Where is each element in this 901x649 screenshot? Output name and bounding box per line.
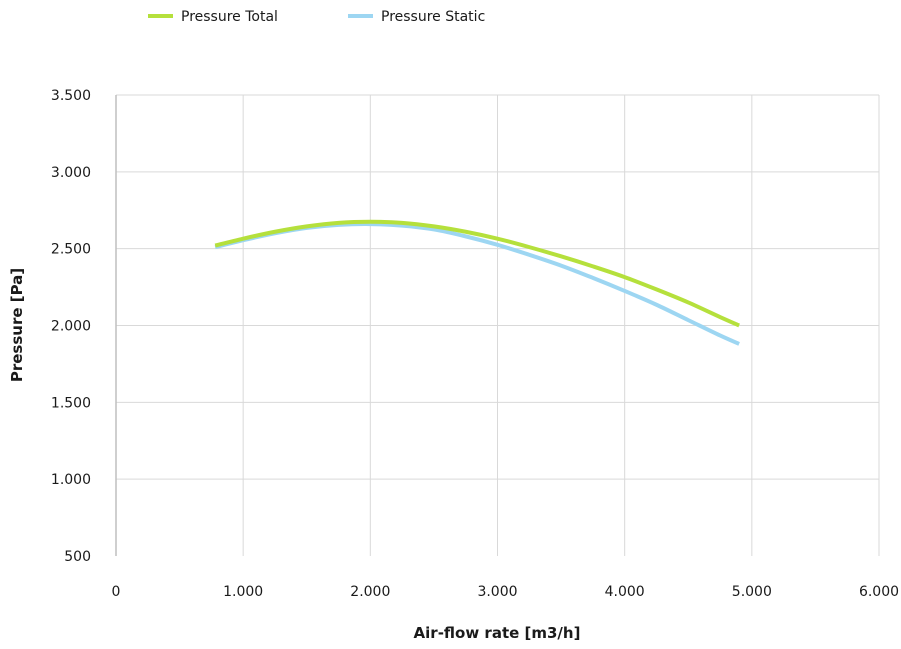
- legend-item-pressure-total: Pressure Total: [148, 9, 278, 25]
- y-tick-label: 3.500: [51, 88, 91, 104]
- x-tick-label: 5.000: [732, 584, 772, 600]
- x-tick-label: 0: [112, 584, 121, 600]
- y-tick-label: 2.500: [51, 242, 91, 258]
- legend-label: Pressure Static: [381, 9, 485, 25]
- y-tick-label: 500: [64, 549, 91, 565]
- x-tick-label: 1.000: [223, 584, 263, 600]
- y-tick-label: 1.000: [51, 472, 91, 488]
- x-tick-label: 3.000: [477, 584, 517, 600]
- legend: Pressure Total Pressure Static: [148, 9, 485, 25]
- y-axis-ticks: 500 1.000 1.500 2.000 2.500 3.000 3.500: [51, 88, 91, 565]
- x-tick-label: 6.000: [859, 584, 899, 600]
- legend-item-pressure-static: Pressure Static: [348, 9, 485, 25]
- y-tick-label: 1.500: [51, 395, 91, 411]
- legend-label: Pressure Total: [181, 9, 278, 25]
- grid: [116, 94, 880, 556]
- x-axis-title: Air-flow rate [m3/h]: [414, 624, 581, 642]
- x-tick-label: 2.000: [350, 584, 390, 600]
- x-tick-label: 4.000: [605, 584, 645, 600]
- y-tick-label: 3.000: [51, 165, 91, 181]
- x-axis-ticks: 0 1.000 2.000 3.000 4.000 5.000 6.000: [112, 584, 900, 600]
- series-line-pressure-total: [214, 219, 740, 328]
- y-axis-title: Pressure [Pa]: [8, 268, 26, 382]
- series-lines: [214, 219, 740, 346]
- y-tick-label: 2.000: [51, 319, 91, 335]
